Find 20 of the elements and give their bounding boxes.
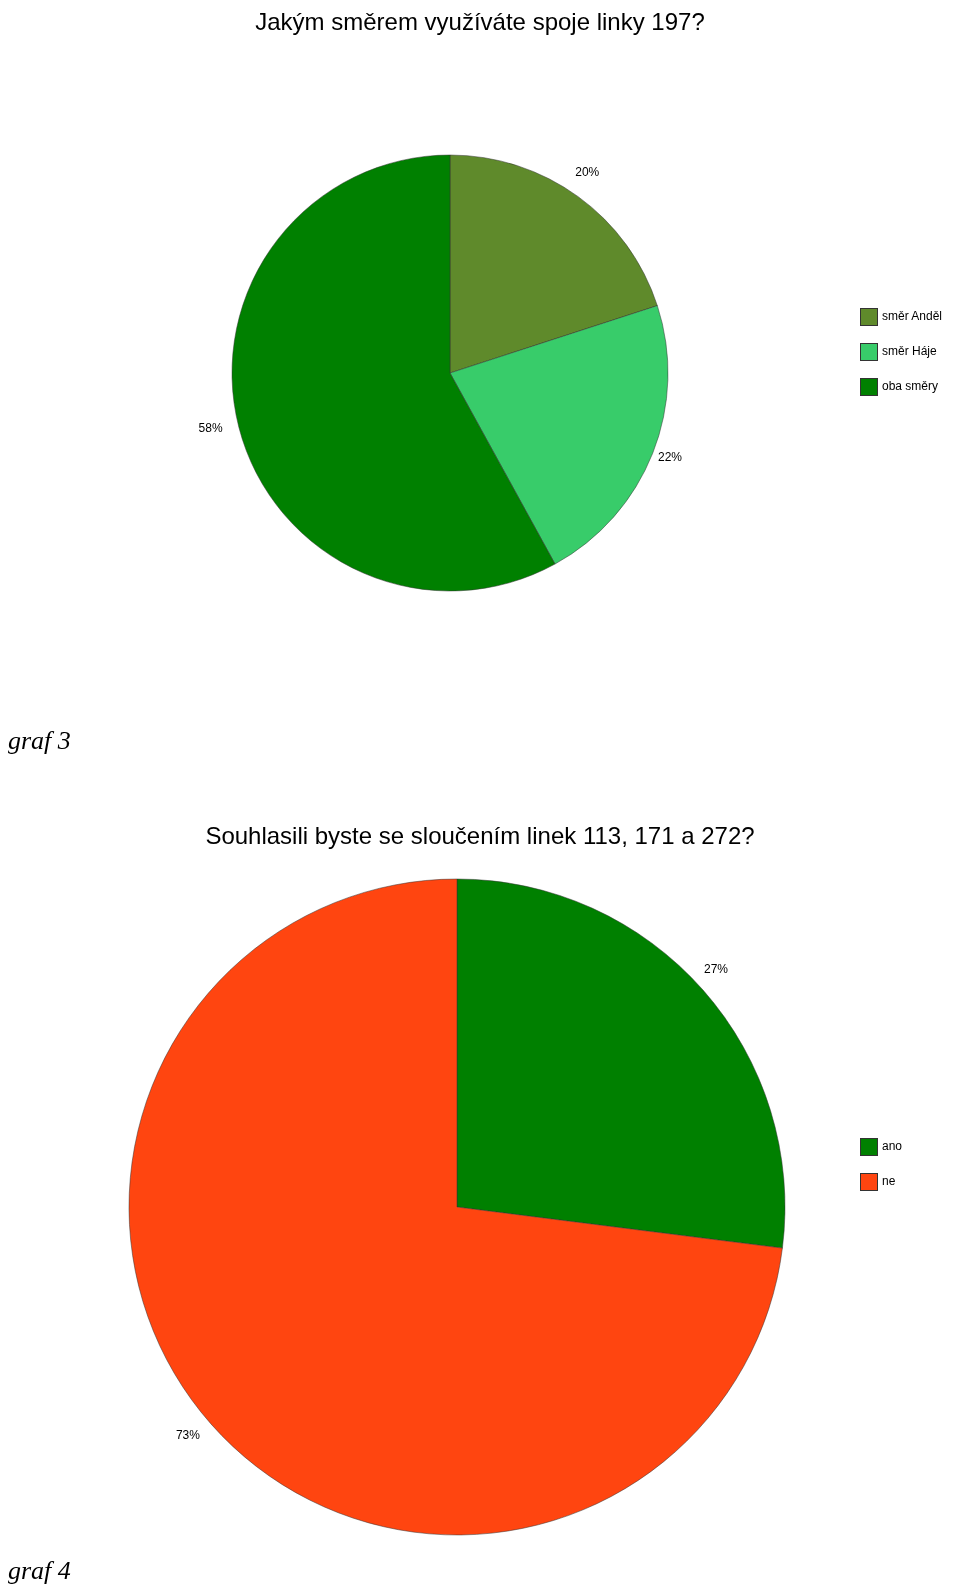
pie-slice xyxy=(129,878,783,1535)
text: graf 4 xyxy=(8,1556,71,1586)
text: graf 3 xyxy=(8,726,71,756)
data-label: 58% xyxy=(198,421,223,436)
legend-label: oba směry xyxy=(882,379,939,393)
data-label: 73% xyxy=(175,1427,201,1442)
legend-entry: oba směry xyxy=(860,378,950,413)
legend-entry: směr Anděl xyxy=(860,308,950,343)
legend-label: směr Anděl xyxy=(882,309,943,323)
chart-title: Jakým směrem využíváte spoje linky 197? xyxy=(254,8,706,36)
data-label: 20% xyxy=(575,165,600,180)
legend-entry: ano xyxy=(860,1138,950,1173)
data-label: 27% xyxy=(704,962,729,977)
legend-entry: směr Háje xyxy=(860,343,950,378)
legend-label: ne xyxy=(882,1174,896,1188)
legend-label: ano xyxy=(882,1139,903,1153)
chart-title: Souhlasili byste se sloučením linek 113, 171 a 272? xyxy=(204,822,756,850)
legend-entry: ne xyxy=(860,1173,950,1208)
legend-label: směr Háje xyxy=(882,344,937,358)
data-label: 22% xyxy=(657,450,683,465)
